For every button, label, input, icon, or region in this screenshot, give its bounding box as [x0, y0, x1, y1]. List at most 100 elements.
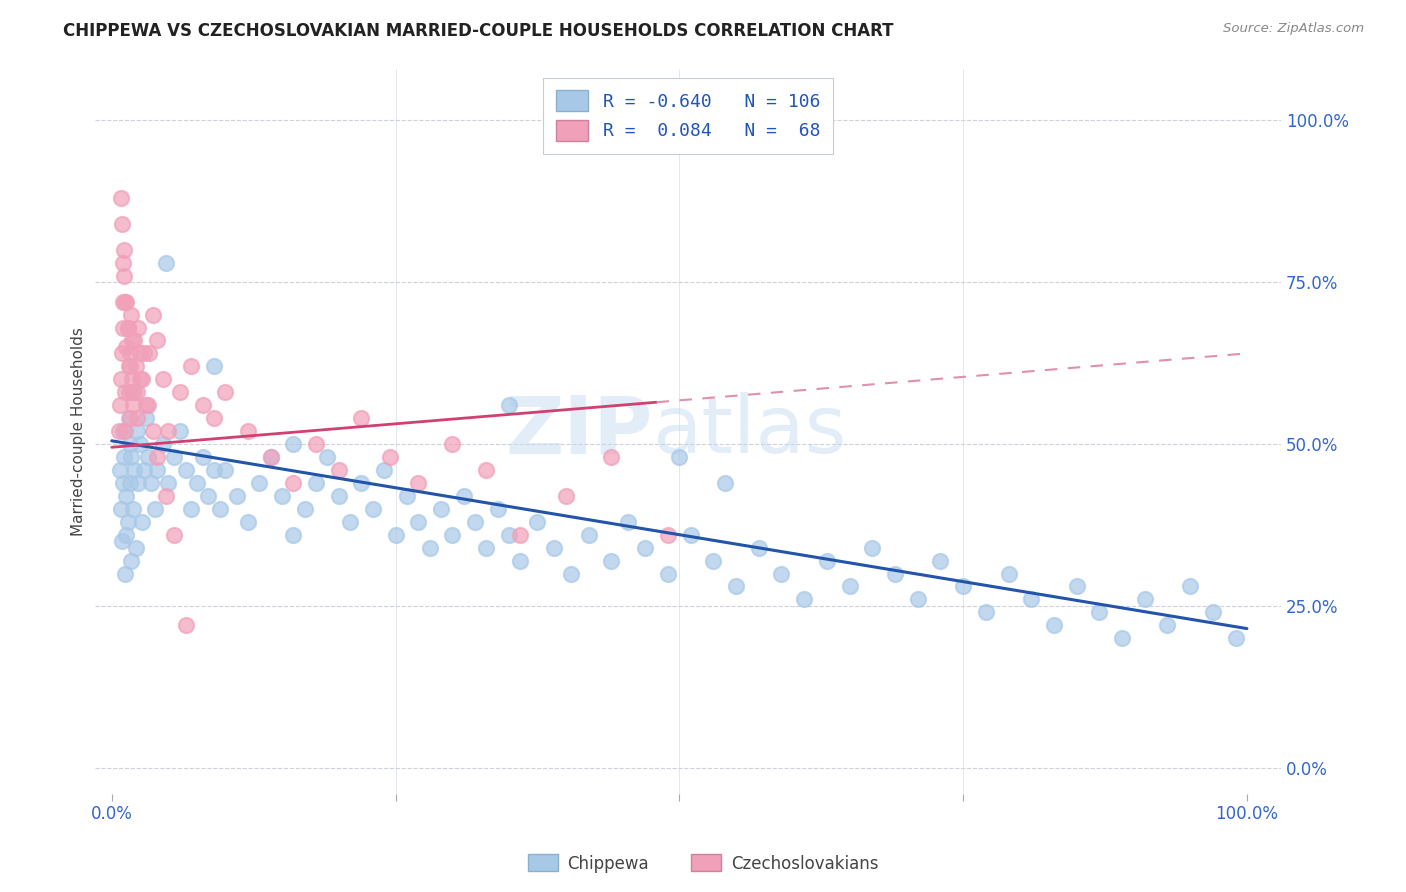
- Point: [260, 450, 283, 464]
- Point: [283, 475, 305, 490]
- Point: [600, 450, 623, 464]
- Point: [163, 527, 186, 541]
- Point: [657, 527, 679, 541]
- Point: [430, 501, 453, 516]
- Point: [236, 515, 259, 529]
- Legend: Chippewa, Czechoslovakians: Chippewa, Czechoslovakians: [522, 847, 884, 880]
- Point: [475, 541, 498, 555]
- Point: [118, 385, 141, 400]
- Point: [107, 424, 129, 438]
- Text: CHIPPEWA VS CZECHOSLOVAKIAN MARRIED-COUPLE HOUSEHOLDS CORRELATION CHART: CHIPPEWA VS CZECHOSLOVAKIAN MARRIED-COUP…: [63, 22, 894, 40]
- Point: [328, 463, 350, 477]
- Point: [186, 475, 208, 490]
- Point: [679, 527, 702, 541]
- Point: [110, 191, 132, 205]
- Point: [464, 515, 486, 529]
- Point: [1178, 579, 1201, 593]
- Point: [121, 385, 143, 400]
- Point: [907, 592, 929, 607]
- Point: [838, 579, 860, 593]
- Point: [1111, 632, 1133, 646]
- Point: [929, 553, 952, 567]
- Point: [127, 475, 149, 490]
- Point: [152, 437, 174, 451]
- Point: [118, 411, 141, 425]
- Point: [124, 385, 146, 400]
- Point: [174, 463, 197, 477]
- Point: [860, 541, 883, 555]
- Point: [129, 346, 152, 360]
- Point: [191, 398, 214, 412]
- Point: [118, 359, 141, 374]
- Point: [111, 346, 134, 360]
- Point: [141, 475, 163, 490]
- Point: [152, 372, 174, 386]
- Point: [146, 463, 169, 477]
- Point: [125, 385, 148, 400]
- Point: [373, 463, 395, 477]
- Point: [305, 475, 328, 490]
- Point: [108, 398, 131, 412]
- Point: [225, 489, 247, 503]
- Point: [118, 411, 141, 425]
- Point: [120, 553, 142, 567]
- Point: [155, 256, 177, 270]
- Point: [974, 606, 997, 620]
- Point: [617, 515, 640, 529]
- Point: [117, 320, 139, 334]
- Point: [111, 217, 134, 231]
- Point: [236, 424, 259, 438]
- Point: [1019, 592, 1042, 607]
- Point: [350, 475, 373, 490]
- Point: [952, 579, 974, 593]
- Point: [155, 489, 177, 503]
- Point: [316, 450, 339, 464]
- Point: [1156, 618, 1178, 632]
- Point: [283, 437, 305, 451]
- Point: [142, 424, 165, 438]
- Point: [668, 450, 690, 464]
- Point: [406, 515, 429, 529]
- Point: [146, 450, 169, 464]
- Point: [112, 475, 135, 490]
- Point: [214, 463, 236, 477]
- Point: [815, 553, 838, 567]
- Point: [112, 424, 135, 438]
- Point: [124, 463, 146, 477]
- Point: [197, 489, 219, 503]
- Point: [127, 320, 149, 334]
- Point: [498, 398, 520, 412]
- Point: [112, 268, 135, 283]
- Point: [509, 527, 531, 541]
- Point: [125, 424, 148, 438]
- Point: [395, 489, 418, 503]
- Point: [560, 566, 582, 581]
- Point: [110, 501, 132, 516]
- Point: [135, 411, 157, 425]
- Point: [441, 437, 464, 451]
- Point: [118, 475, 141, 490]
- Point: [202, 463, 225, 477]
- Point: [884, 566, 907, 581]
- Point: [713, 475, 735, 490]
- Point: [208, 501, 231, 516]
- Point: [118, 346, 141, 360]
- Point: [120, 308, 142, 322]
- Point: [260, 450, 283, 464]
- Point: [748, 541, 770, 555]
- Point: [131, 372, 153, 386]
- Point: [486, 501, 509, 516]
- Text: Source: ZipAtlas.com: Source: ZipAtlas.com: [1223, 22, 1364, 36]
- Point: [110, 372, 132, 386]
- Point: [169, 385, 191, 400]
- Point: [115, 294, 138, 309]
- Point: [294, 501, 316, 516]
- Point: [132, 463, 155, 477]
- Point: [174, 618, 197, 632]
- Point: [350, 411, 373, 425]
- Point: [115, 340, 138, 354]
- Point: [578, 527, 600, 541]
- Point: [121, 372, 143, 386]
- Point: [112, 256, 135, 270]
- Point: [169, 424, 191, 438]
